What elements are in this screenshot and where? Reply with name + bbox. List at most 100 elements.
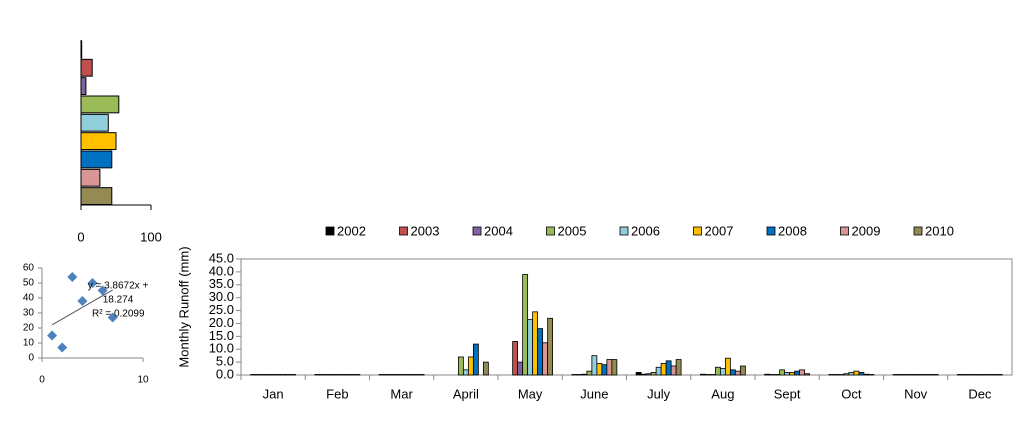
bar [996,374,1003,376]
bar [403,374,410,376]
bar [398,374,405,376]
bar [80,58,93,77]
x-tick-label: 0 [77,229,84,244]
legend-swatch [619,226,629,236]
bar [650,372,657,376]
bar [349,374,356,376]
legend-swatch [766,226,776,236]
x-tick-label: Mar [390,386,413,401]
bar [280,374,287,376]
bar [907,374,914,376]
bar [853,370,860,376]
x-tick-label: 100 [140,229,162,244]
bar [848,372,855,376]
legend-label: 2006 [631,223,660,238]
y-tick-label: 60 [23,263,35,274]
x-tick-label: 0 [39,375,45,386]
legend-label: 2002 [337,223,366,238]
bar [571,374,578,376]
bar [413,374,420,376]
y-tick-label: 20 [23,323,35,334]
bar [932,374,939,376]
bar [80,168,101,187]
bar [843,373,850,376]
point [67,272,78,282]
bar [418,374,425,376]
bar [902,374,909,376]
bar [897,374,904,376]
y-tick-label: 50 [23,278,35,289]
bar [462,369,469,376]
bar [675,359,682,376]
y-tick-label: 20.0 [209,315,234,330]
legend-swatch [325,226,335,236]
bar [784,372,791,376]
bar [339,374,346,376]
bar [378,374,385,376]
bar [660,362,667,376]
bar [467,356,474,376]
bar [547,317,554,376]
y-tick-label: 40 [23,293,35,304]
bar [719,368,726,376]
bar [804,373,811,376]
bar [408,374,415,376]
legend-swatch [546,226,555,236]
bar [80,95,120,114]
bar [794,370,801,376]
legend-swatch [399,226,408,236]
bar [472,343,479,376]
legend-swatch [840,226,849,236]
legend-label: 2007 [705,223,734,238]
legend-label: 2009 [852,223,881,238]
bar [769,374,776,376]
y-tick-label: 0.0 [216,366,234,381]
bar [655,366,662,376]
y-tick-label: 30 [23,308,35,319]
bar [961,374,968,376]
bar [260,374,267,376]
bar [799,369,806,376]
bar [709,374,716,376]
y-axis-title: Monthly Runoff (mm) [176,246,191,367]
y-tick-label: 35.0 [209,276,234,291]
legend-swatch [693,226,702,236]
bar [611,359,618,376]
bar [789,372,796,376]
annotation: y = 3.8672x + [88,281,149,292]
bar [714,366,721,376]
bar [596,362,603,376]
bar [976,374,983,376]
bar [275,374,282,376]
bar [383,374,390,376]
bar [344,374,351,376]
x-tick-label: Nov [904,386,928,401]
bar [779,369,786,376]
bar [517,361,524,376]
bar [704,374,711,376]
bar [265,374,272,376]
x-tick-label: June [580,386,608,401]
bar [892,374,899,376]
bar [290,374,297,376]
bar [868,374,875,376]
x-tick-label: July [647,386,671,401]
annotation: R² = 0.2099 [92,309,145,320]
bar [863,373,870,376]
point [97,285,108,296]
bar [576,374,583,376]
x-tick-label: Sept [774,386,801,401]
bar [858,372,865,376]
bar [334,374,341,376]
y-tick-label: 15.0 [209,328,234,343]
x-tick-label: 10 [137,375,149,386]
bar [329,374,336,376]
x-tick-label: Oct [841,386,862,401]
bar [922,374,929,376]
point [77,296,88,306]
bar [354,374,361,376]
bar [981,374,988,376]
bar [80,77,87,95]
legend-label: 2005 [558,223,587,238]
